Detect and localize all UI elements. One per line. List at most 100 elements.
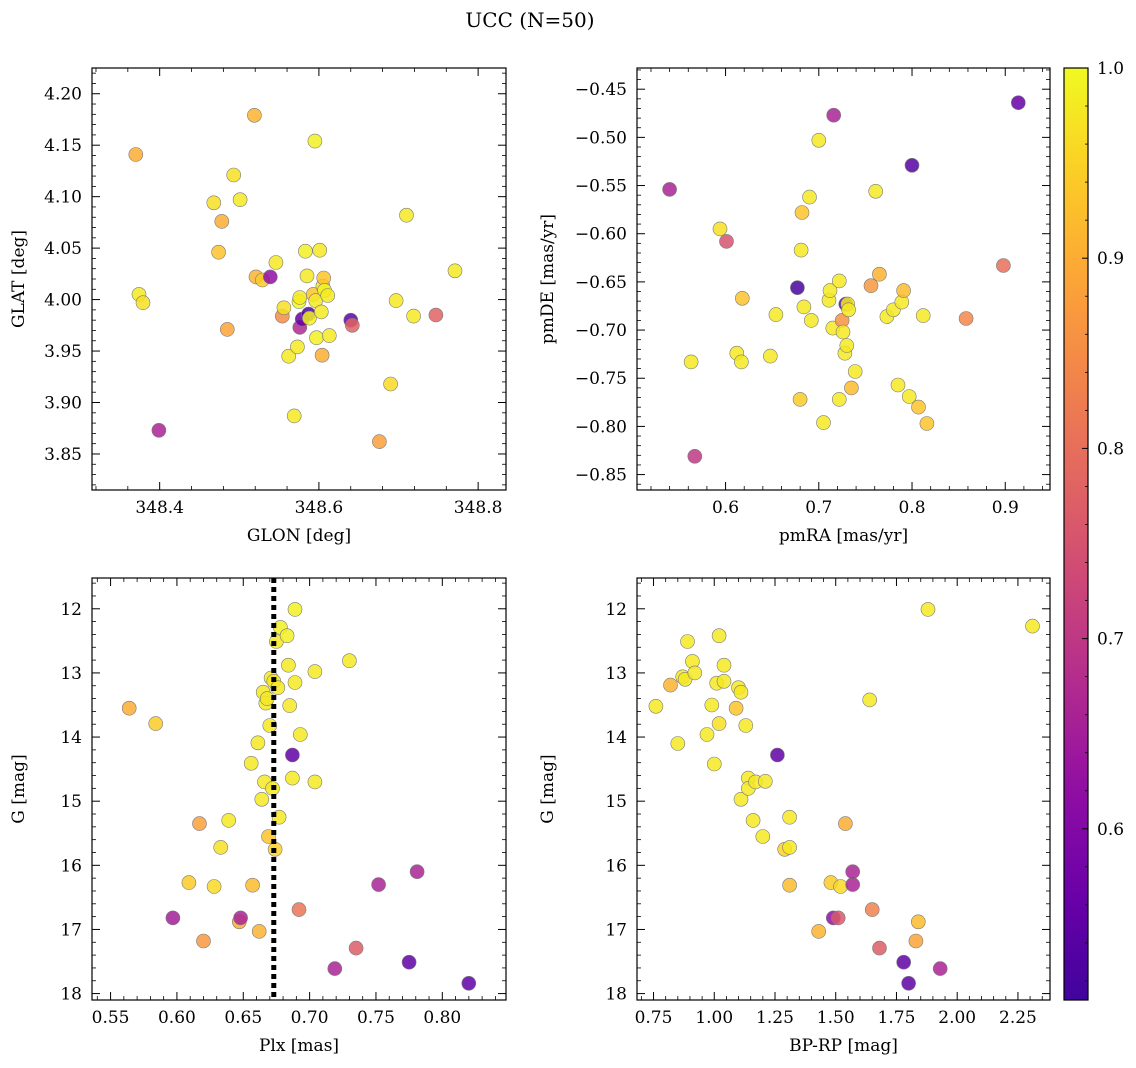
data-point [782,840,797,855]
data-point [312,242,328,258]
data-point [996,258,1011,273]
data-point [793,242,809,258]
x-tick-label: 2.25 [999,1008,1037,1028]
x-tick-label: 0.60 [158,1008,196,1028]
data-point [313,304,329,320]
data-point [745,813,761,828]
x-axis-label: pmRA [mas/yr] [779,526,908,546]
data-point [706,756,722,772]
data-points [662,95,1026,464]
y-tick-label: 17 [60,920,82,940]
data-point [719,234,734,249]
y-tick-label: −0.50 [575,128,627,148]
scatter-panels: 348.4 348.6 348.8 3.85 3.90 3.95 4.00 4.05 4.10 4… [9,67,1051,1056]
data-point [901,975,916,991]
data-point [279,628,295,644]
data-point [830,910,846,926]
data-point [803,313,819,328]
ticks: 0.55 0.60 0.65 0.70 0.75 0.80 12 13 14 15 16 17 18 [60,578,506,1028]
data-point [270,680,286,696]
y-tick-label: 3.95 [44,342,82,362]
y-tick-label: 14 [60,728,82,748]
y-tick-label: 12 [60,600,82,620]
data-point [716,673,732,689]
y-tick-label: 16 [60,856,82,876]
data-point [226,167,241,183]
data-point [896,954,912,970]
axes-frame [91,577,507,1001]
x-axis-label: BP-RP [mag] [789,1036,898,1056]
x-tick-label: 0.9 [992,498,1019,518]
y-tick-label: −0.65 [575,273,627,293]
x-tick-label: 2.00 [938,1008,976,1028]
data-point [447,263,463,279]
data-point [908,933,924,949]
colorbar: 0.6 0.7 0.8 0.9 1.0 [1063,59,1124,1001]
plx-g-panel: 0.55 0.60 0.65 0.70 0.75 0.80 12 13 14 15 16 17 18 Pl… [9,577,507,1056]
data-point [314,347,330,363]
data-point [192,816,207,831]
y-tick-label: −0.85 [575,466,627,486]
data-point [833,879,848,894]
y-tick-label: 3.90 [44,394,82,414]
data-point [663,677,678,693]
data-point [321,328,337,343]
figure-title: UCC (N=50) [465,8,594,32]
data-point [290,339,305,355]
data-point [712,221,728,237]
data-point [901,389,917,404]
glon-glat-panel: 348.4 348.6 348.8 3.85 3.90 3.95 4.00 4.05 4.10 4… [9,67,507,546]
data-point [243,755,259,771]
ticks: 0.75 1.00 1.25 1.50 1.75 2.00 2.25 12 13 14 15 16 17… [605,578,1050,1028]
data-points [648,602,1040,991]
data-point [251,924,267,939]
data-point [831,273,847,289]
data-point [309,330,324,346]
data-point [388,293,404,308]
data-point [838,816,853,831]
data-point [342,653,357,669]
data-point [782,877,797,893]
data-point [699,727,715,742]
data-points [128,108,463,449]
data-point [302,310,317,326]
x-tick-label: 0.55 [92,1008,130,1028]
ticks: 0.6 0.7 0.8 0.9 −0.85 −0.80 −0.75 −0.70 −0.65 −0.… [575,68,1050,518]
data-point [670,736,686,751]
data-point [221,813,236,828]
data-point [863,278,879,294]
y-axis-label: pmDE [mas/yr] [538,214,558,344]
color-magnitude-panel: 0.75 1.00 1.25 1.50 1.75 2.00 2.25 12 13 14 15 16 17… [538,577,1051,1056]
y-tick-label: 4.10 [44,188,82,208]
data-point [287,675,303,690]
data-point [648,698,664,714]
pmra-pmde-panel: 0.6 0.7 0.8 0.9 −0.85 −0.80 −0.75 −0.70 −0.65 −0.… [538,67,1051,546]
data-point [401,954,417,970]
data-point [299,268,315,284]
data-point [768,307,784,322]
data-point [461,975,477,991]
data-point [286,408,302,424]
x-tick-label: 0.7 [805,498,832,518]
data-point [1010,95,1026,110]
y-tick-label: 13 [60,664,82,684]
data-point [245,877,260,893]
data-point [910,914,926,930]
data-point [148,716,163,731]
data-point [738,718,754,733]
axes-frame [636,67,1051,491]
data-point [213,840,228,855]
y-tick-label: 18 [60,985,82,1005]
data-point [206,195,222,211]
data-point [915,308,931,323]
data-point [292,727,308,742]
data-point [862,692,878,708]
y-tick-label: −0.75 [575,369,627,389]
data-point [683,354,699,370]
y-tick-label: 15 [605,792,627,812]
x-tick-label: 0.65 [224,1008,262,1028]
data-point [711,628,727,644]
data-point [826,107,842,123]
data-point [845,877,861,892]
